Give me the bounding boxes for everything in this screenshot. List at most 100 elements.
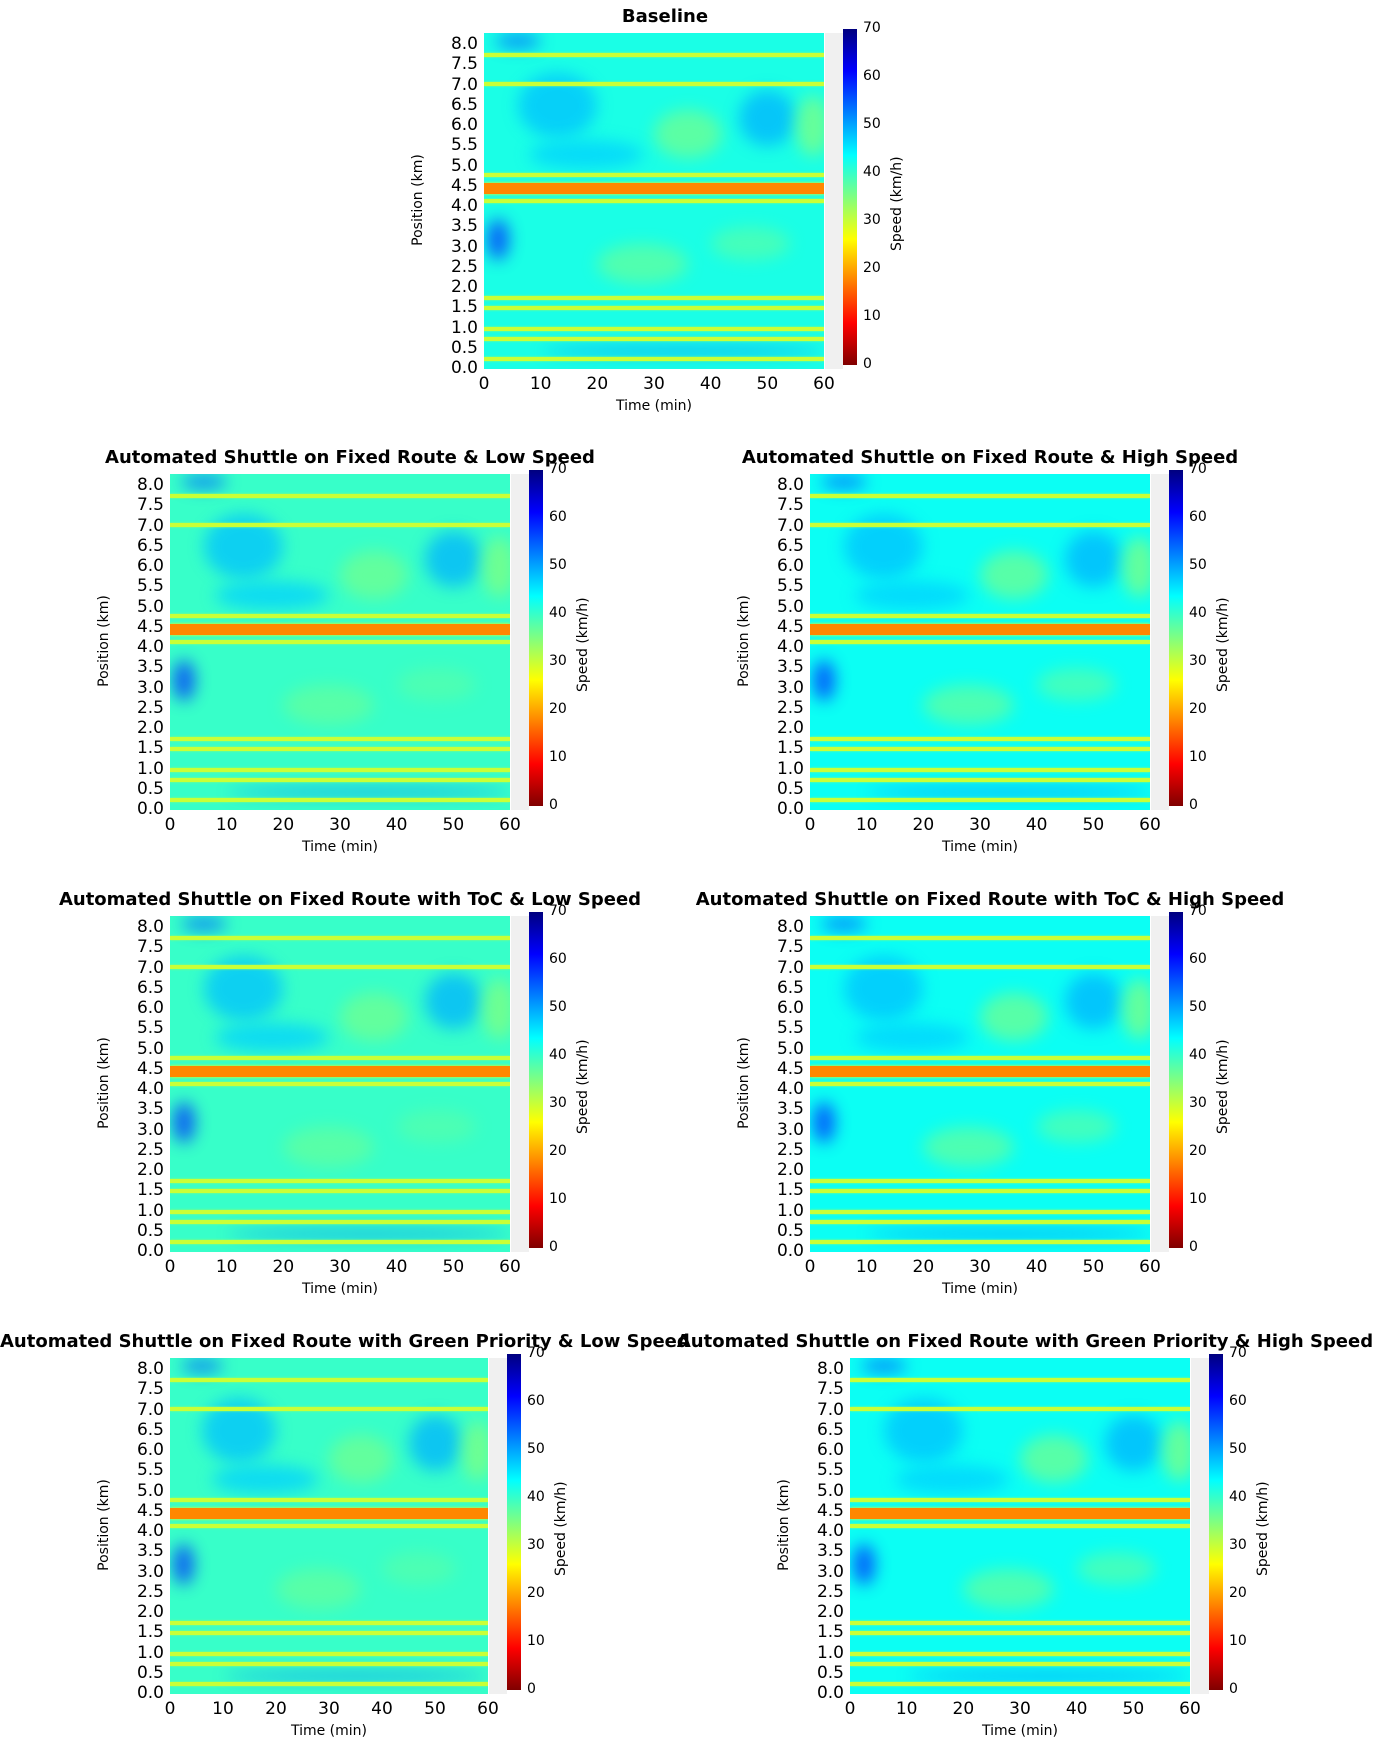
- y-tick-label: 1.0: [450, 317, 478, 338]
- x-tick-label: 40: [385, 1257, 408, 1277]
- speed-band: [170, 1082, 510, 1086]
- speed-band: [170, 1219, 510, 1224]
- colorbar-tick-label: 30: [549, 1095, 567, 1111]
- y-tick-label: 0.5: [136, 1662, 164, 1683]
- speed-band: [810, 936, 1150, 941]
- x-tick-label: 60: [477, 1699, 499, 1719]
- x-tick-label: 60: [499, 815, 521, 835]
- x-axis-label: Time (min): [941, 839, 1019, 855]
- colorbar-tick-label: 20: [863, 260, 881, 276]
- colorbar-tick-label: 50: [527, 1441, 545, 1457]
- colorbar-tick-label: 70: [863, 20, 881, 36]
- colorbar-tick-label: 50: [1229, 1441, 1247, 1457]
- y-tick-label: 1.0: [136, 1200, 164, 1221]
- speed-region: [382, 1552, 457, 1585]
- speed-region: [795, 95, 824, 157]
- colorbar: [1169, 470, 1183, 806]
- y-tick-label: 1.0: [816, 1642, 844, 1663]
- speed-band: [810, 1209, 1150, 1214]
- y-tick-label: 5.5: [816, 1460, 844, 1481]
- speed-region: [739, 89, 796, 147]
- speed-band: [170, 1055, 510, 1060]
- y-tick-label: 0.0: [136, 1683, 164, 1703]
- colorbar-tick-label: 70: [549, 461, 567, 477]
- y-tick-label: 3.5: [776, 1099, 804, 1120]
- y-tick-label: 7.5: [776, 937, 804, 958]
- y-tick-label: 1.0: [136, 1642, 164, 1663]
- speed-band: [170, 1621, 488, 1626]
- x-tick-label: 20: [952, 1699, 975, 1719]
- colorbar-tick-label: 0: [549, 797, 558, 813]
- speed-region: [283, 1126, 374, 1167]
- x-tick-label: 10: [212, 1699, 234, 1719]
- y-tick-label: 3.5: [136, 1541, 164, 1562]
- speed-band: [170, 1209, 510, 1214]
- y-tick-label: 5.5: [450, 135, 478, 156]
- speed-band: [850, 1378, 1190, 1383]
- colorbar-tick-label: 40: [1229, 1489, 1247, 1505]
- speed-region: [396, 1110, 476, 1143]
- speed-band: [810, 494, 1150, 499]
- speed-region: [980, 550, 1048, 600]
- speed-band: [810, 1066, 1150, 1078]
- chart-title: Automated Shuttle on Fixed Route & High …: [741, 447, 1239, 468]
- y-tick-label: 2.0: [136, 1160, 164, 1181]
- speed-region: [906, 1671, 1190, 1680]
- y-tick-label: 4.5: [136, 1500, 164, 1521]
- y-tick-label: 5.0: [450, 155, 478, 176]
- colorbar-tick-label: 40: [1189, 605, 1207, 621]
- speed-band: [850, 1621, 1190, 1626]
- speed-band: [170, 777, 510, 782]
- speed-band: [170, 1189, 510, 1194]
- colorbar-tick-label: 50: [549, 557, 567, 573]
- colorbar-tick-label: 30: [1189, 1095, 1207, 1111]
- y-tick-label: 5.5: [776, 1018, 804, 1039]
- y-tick-label: 7.0: [450, 74, 478, 95]
- speed-region: [855, 1023, 969, 1052]
- chart-title: Automated Shuttle on Fixed Route with To…: [58, 889, 642, 910]
- colorbar-tick-label: 10: [549, 1191, 567, 1207]
- y-tick-label: 8.0: [776, 475, 804, 496]
- colorbar-tick-label: 40: [863, 164, 881, 180]
- colorbar-label: Speed (km/h): [1215, 597, 1231, 692]
- x-tick-label: 0: [804, 1257, 816, 1277]
- colorbar-tick-label: 0: [527, 1681, 536, 1697]
- colorbar-tick-label: 20: [549, 701, 567, 717]
- y-tick-label: 5.5: [776, 576, 804, 597]
- y-tick-label: 8.0: [136, 917, 164, 938]
- colorbar-tick-label: 60: [527, 1393, 545, 1409]
- speed-region: [1036, 1110, 1116, 1143]
- speed-band: [810, 747, 1150, 752]
- speed-region: [461, 1420, 488, 1482]
- speed-region: [1076, 1552, 1156, 1585]
- y-tick-label: 4.0: [136, 1521, 164, 1542]
- x-tick-label: 60: [499, 1257, 521, 1277]
- x-tick-label: 50: [442, 1257, 465, 1277]
- speed-band: [850, 1631, 1190, 1636]
- speed-band: [850, 1508, 1190, 1520]
- y-tick-label: 5.5: [136, 1460, 164, 1481]
- y-tick-label: 6.0: [136, 1440, 164, 1461]
- y-tick-label: 2.5: [776, 1139, 804, 1160]
- y-tick-label: 1.5: [816, 1622, 844, 1643]
- speed-region: [425, 972, 482, 1030]
- speed-region: [340, 550, 408, 600]
- colorbar-label: Speed (km/h): [553, 1481, 569, 1576]
- y-tick-label: 6.5: [136, 535, 164, 556]
- speed-band: [810, 1239, 1150, 1244]
- speed-band: [810, 767, 1150, 772]
- speed-band: [484, 326, 824, 331]
- speed-region: [1065, 530, 1122, 588]
- x-axis-label: Time (min): [301, 1281, 379, 1297]
- speed-region: [866, 1229, 1150, 1238]
- colorbar-tick-label: 20: [1189, 701, 1207, 717]
- y-axis-label: Position (km): [96, 1037, 112, 1129]
- speed-region: [540, 346, 824, 355]
- x-axis-label: Time (min): [290, 1723, 368, 1739]
- speed-region: [1065, 972, 1122, 1030]
- speed-region: [408, 1414, 462, 1472]
- speed-region: [276, 1568, 361, 1609]
- heatmap-area: [810, 916, 1150, 1252]
- y-tick-label: 0.0: [816, 1683, 844, 1703]
- speed-region: [923, 684, 1014, 725]
